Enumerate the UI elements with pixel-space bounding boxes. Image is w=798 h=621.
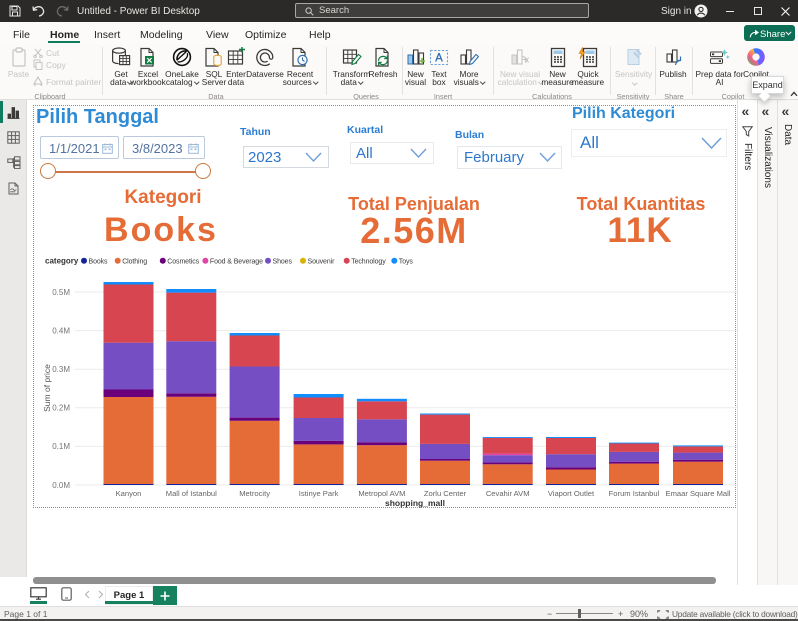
svg-text:0.3M: 0.3M: [52, 365, 70, 374]
svg-text:Shoes: Shoes: [273, 259, 293, 266]
svg-text:Toys: Toys: [399, 259, 414, 266]
svg-text:Books: Books: [89, 259, 109, 266]
svg-text:0.1M: 0.1M: [52, 442, 70, 451]
svg-text:0.5M: 0.5M: [52, 288, 70, 297]
svg-text:Clothing: Clothing: [122, 259, 147, 266]
svg-text:shopping_mall: shopping_mall: [385, 498, 445, 508]
svg-text:Emaar Square Mall: Emaar Square Mall: [666, 489, 731, 498]
svg-text:Souvenir: Souvenir: [308, 259, 336, 266]
svg-text:Cevahir AVM: Cevahir AVM: [486, 489, 530, 498]
svg-text:Zorlu Center: Zorlu Center: [424, 489, 467, 498]
svg-text:Food & Beverage: Food & Beverage: [210, 259, 263, 266]
svg-text:Forum Istanbul: Forum Istanbul: [609, 489, 660, 498]
svg-text:Istinye Park: Istinye Park: [299, 489, 339, 498]
svg-text:0.0M: 0.0M: [52, 481, 70, 490]
svg-text:Viaport Outlet: Viaport Outlet: [548, 489, 595, 498]
svg-text:Metrocity: Metrocity: [239, 489, 270, 498]
svg-text:Sum of price: Sum of price: [42, 364, 52, 412]
svg-text:Mall of Istanbul: Mall of Istanbul: [166, 489, 217, 498]
svg-text:Kanyon: Kanyon: [116, 489, 142, 498]
svg-text:0.2M: 0.2M: [52, 404, 70, 413]
svg-text:Metropol AVM: Metropol AVM: [358, 489, 405, 498]
svg-text:Technology: Technology: [351, 259, 386, 266]
svg-text:category: category: [45, 257, 79, 266]
svg-text:Cosmetics: Cosmetics: [167, 259, 199, 266]
svg-text:0.4M: 0.4M: [52, 326, 70, 335]
